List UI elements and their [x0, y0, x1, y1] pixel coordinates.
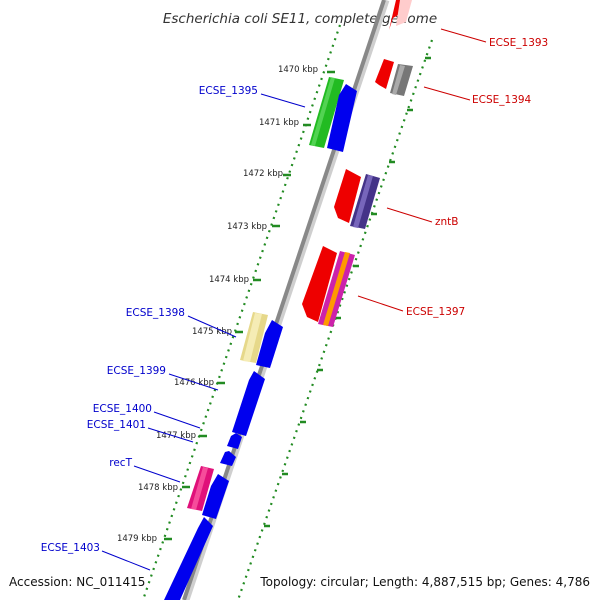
- gene-label: ECSE_1403: [41, 542, 100, 554]
- tick-label: 1476 kbp: [174, 378, 214, 388]
- gene-ecse-1398: [256, 320, 283, 368]
- gene-zntb: [334, 169, 361, 223]
- tick-label: 1473 kbp: [227, 222, 267, 232]
- gene-label: ECSE_1397: [406, 306, 465, 318]
- gene-rect: [202, 474, 229, 519]
- tick-label: 1479 kbp: [117, 534, 157, 544]
- gene-label: ECSE_1394: [472, 94, 532, 106]
- gene-label: recT: [109, 457, 132, 469]
- gene-label: ECSE_1400: [93, 403, 152, 415]
- gene-ecse-1395: [327, 84, 357, 152]
- map-title: Escherichia coli SE11, complete genome: [163, 11, 437, 27]
- tick-label: 1474 kbp: [209, 275, 249, 285]
- gene-label: ECSE_1395: [199, 85, 258, 97]
- gene-highlight: [243, 313, 262, 362]
- gene-label: ECSE_1393: [489, 37, 548, 49]
- tick-label: 1475 kbp: [192, 327, 232, 337]
- gene-highlight: [353, 175, 373, 228]
- tick-labels: 1470 kbp 1471 kbp 1472 kbp 1473 kbp 1474…: [117, 65, 318, 544]
- gene-label: zntB: [435, 216, 459, 228]
- tick-marks: [164, 70, 335, 541]
- gene-highlight: [311, 77, 335, 146]
- leader-lines: [101, 28, 487, 571]
- tick-label: 1478 kbp: [138, 483, 178, 493]
- gene-ecse-1401: [220, 451, 236, 466]
- tick-label: 1477 kbp: [156, 431, 196, 441]
- tick-label: 1470 kbp: [278, 65, 318, 75]
- gene-highlight: [396, 0, 412, 26]
- topology-text: Topology: circular; Length: 4,887,515 bp…: [259, 575, 590, 589]
- gene-ecse-1399: [232, 371, 265, 436]
- accession-text: Accession: NC_011415: [9, 575, 145, 589]
- gene-label: ECSE_1401: [87, 419, 146, 431]
- gene-label: ECSE_1398: [126, 307, 185, 319]
- gene-highlight: [392, 65, 405, 95]
- gene-ecse-1394: [375, 59, 394, 89]
- outer-ring-right: [236, 39, 434, 600]
- gene-ecse-1403: [164, 517, 213, 600]
- gene-highlight: [191, 467, 208, 510]
- gene-label: ECSE_1399: [107, 365, 166, 377]
- gene-ecse-1400: [227, 433, 242, 449]
- gene-ecse-1397: [302, 246, 337, 322]
- tick-label: 1471 kbp: [259, 118, 299, 128]
- tick-label: 1472 kbp: [243, 169, 283, 179]
- tick-marks-right: [264, 56, 431, 528]
- gene-highlight: [323, 252, 350, 326]
